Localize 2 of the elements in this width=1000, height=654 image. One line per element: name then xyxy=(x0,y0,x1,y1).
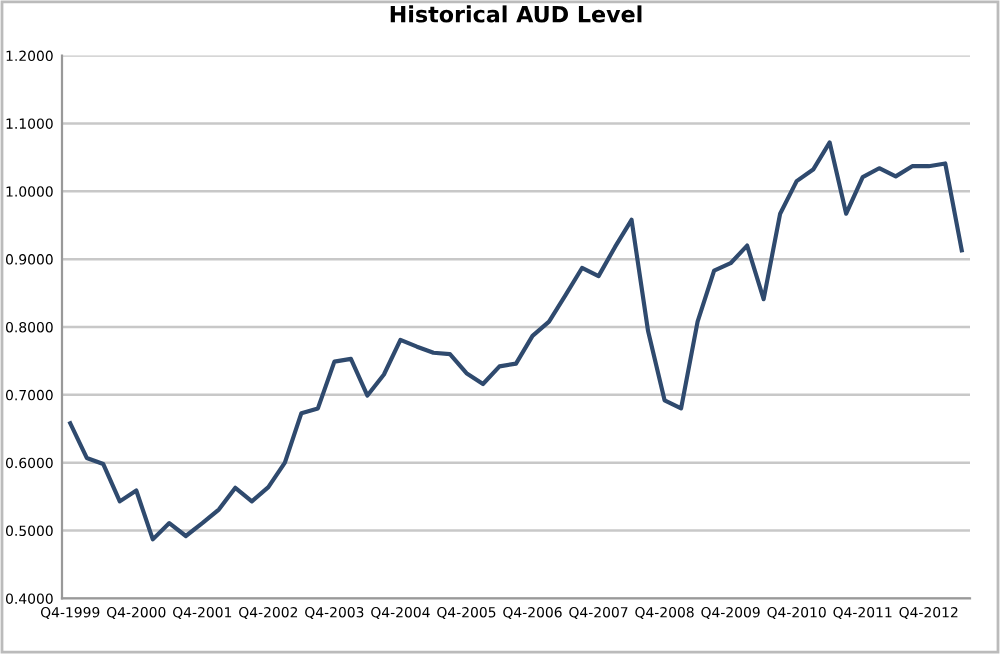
chart-title: Historical AUD Level xyxy=(390,5,642,23)
line-series xyxy=(68,140,964,542)
